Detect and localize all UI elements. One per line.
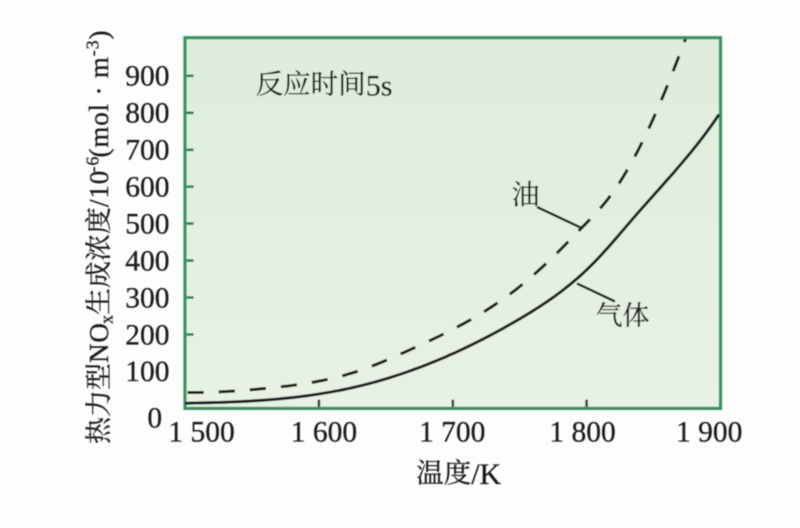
svg-text:100: 100 — [125, 356, 169, 388]
svg-text:800: 800 — [125, 98, 169, 130]
svg-text:/10: /10 — [84, 170, 114, 207]
svg-text:400: 400 — [125, 245, 169, 277]
svg-text:(mol: (mol — [84, 103, 114, 157]
svg-text:): ) — [84, 30, 114, 40]
svg-text:-6: -6 — [83, 156, 103, 173]
svg-text:NO: NO — [84, 322, 114, 363]
svg-text:200: 200 — [125, 319, 169, 351]
svg-text:600: 600 — [125, 172, 169, 204]
svg-text:5s: 5s — [366, 70, 393, 103]
svg-text:1 900: 1 900 — [676, 416, 742, 448]
svg-text:1 800: 1 800 — [549, 416, 615, 448]
svg-text:/K: /K — [471, 458, 501, 491]
svg-text:x: x — [97, 314, 117, 324]
svg-text:0: 0 — [147, 402, 162, 434]
svg-text:300: 300 — [125, 282, 169, 314]
svg-text:1 500: 1 500 — [168, 416, 234, 448]
svg-text:-3: -3 — [83, 39, 103, 56]
svg-text:900: 900 — [125, 61, 169, 93]
svg-text:m: m — [84, 56, 114, 78]
svg-text:700: 700 — [125, 135, 169, 167]
svg-text:500: 500 — [125, 208, 169, 240]
svg-text:1 600: 1 600 — [291, 416, 357, 448]
svg-text:1 700: 1 700 — [419, 416, 485, 448]
svg-text:·: · — [84, 78, 114, 103]
